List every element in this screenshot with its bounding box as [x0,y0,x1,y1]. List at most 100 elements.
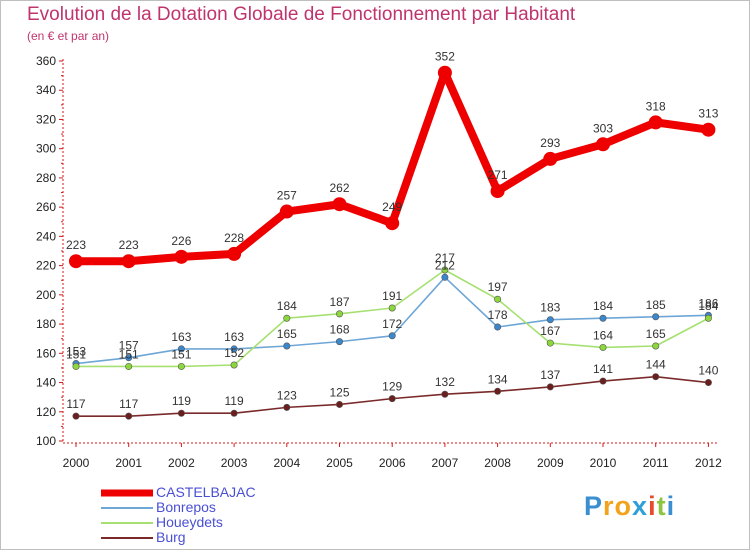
data-label-castelbajac: 262 [329,181,349,195]
y-tick-label: 200 [36,288,56,302]
data-point-burg [441,390,449,398]
logo-letter: t [656,491,667,521]
data-point-houeydets [441,266,449,274]
data-point-bonrepos [230,345,238,353]
data-point-castelbajac [543,151,558,166]
legend-label-castelbajac: CASTELBAJAC [156,484,256,500]
proxiti-logo: Proxiti [584,491,675,522]
data-label-houeydets: 151 [66,347,86,361]
data-point-houeydets [283,314,291,322]
data-label-bonrepos: 168 [329,323,349,337]
y-tick-label: 300 [36,142,56,156]
data-label-houeydets: 191 [382,289,402,303]
x-tick-label: 2010 [590,456,617,470]
data-point-bonrepos [652,313,660,321]
chart-title: Evolution de la Dotation Globale de Fonc… [27,4,576,25]
logo-letter: r [603,491,615,521]
data-point-houeydets [388,304,396,312]
data-point-houeydets [177,362,185,370]
data-label-castelbajac: 223 [66,238,86,252]
data-label-burg: 117 [66,397,85,411]
data-point-castelbajac [648,115,663,130]
x-tick-label: 2004 [273,456,300,470]
data-label-castelbajac: 318 [646,99,666,113]
x-tick-label: 2003 [221,456,248,470]
y-tick-label: 100 [36,434,56,448]
data-point-houeydets [72,362,80,370]
chart-subtitle: (en € et par an) [27,29,110,43]
x-tick-label: 2002 [168,456,195,470]
data-label-castelbajac: 249 [382,200,402,214]
data-point-bonrepos [388,332,396,340]
data-label-bonrepos: 178 [488,308,508,322]
data-point-castelbajac [385,216,400,231]
data-point-castelbajac [596,137,610,152]
data-point-bonrepos [125,354,133,362]
data-point-houeydets [652,342,660,350]
data-point-castelbajac [69,254,83,269]
data-label-bonrepos: 165 [277,327,297,341]
data-point-burg [335,400,343,408]
y-tick-label: 140 [36,376,56,390]
data-label-houeydets: 165 [646,327,666,341]
data-label-houeydets: 217 [435,251,455,265]
y-tick-label: 340 [36,83,56,97]
data-point-castelbajac [279,204,294,219]
legend-swatch-castelbajac [101,489,153,496]
logo-letter: i [666,491,676,521]
data-point-burg [704,379,712,387]
data-label-bonrepos: 183 [540,301,560,315]
data-label-houeydets: 164 [593,328,613,342]
data-label-burg: 123 [277,388,297,402]
data-point-castelbajac [490,184,505,199]
data-label-houeydets: 152 [224,346,244,360]
data-point-bonrepos [177,345,185,353]
y-tick-label: 220 [36,259,56,273]
data-point-burg [283,403,291,411]
data-point-bonrepos [494,323,502,331]
data-point-burg [230,409,238,417]
x-tick-label: 2007 [432,456,459,470]
data-label-bonrepos: 163 [171,330,191,344]
data-point-castelbajac [332,197,347,212]
y-tick-label: 360 [36,54,56,68]
data-label-houeydets: 184 [698,299,718,313]
legend-swatch-bonrepos [101,506,153,509]
data-point-houeydets [335,310,343,318]
data-point-burg [652,373,660,381]
data-label-houeydets: 187 [329,295,349,309]
x-tick-label: 2000 [63,456,90,470]
data-point-burg [177,409,185,417]
data-point-bonrepos [283,342,291,350]
data-point-burg [72,412,80,420]
data-label-bonrepos: 157 [119,339,139,353]
data-point-houeydets [546,339,554,347]
data-point-houeydets [125,362,133,370]
data-label-burg: 141 [593,362,613,376]
data-point-burg [388,395,396,403]
logo-letter: i [648,491,657,521]
x-tick-label: 2001 [115,456,142,470]
data-label-houeydets: 167 [540,324,560,338]
data-label-castelbajac: 303 [593,121,613,135]
y-tick-label: 160 [36,346,56,360]
data-label-burg: 119 [225,394,244,408]
data-label-bonrepos: 212 [435,258,455,272]
y-tick-label: 280 [36,171,56,185]
data-label-burg: 140 [698,364,718,378]
data-point-burg [125,412,133,420]
logo-letter: x [632,491,649,521]
x-tick-label: 2012 [695,456,722,470]
legend-swatch-burg [101,536,153,539]
data-point-castelbajac [227,246,242,261]
data-label-burg: 117 [119,397,138,411]
logo-letter: P [584,491,604,521]
x-tick-label: 2009 [537,456,564,470]
data-label-houeydets: 151 [119,347,139,361]
data-label-castelbajac: 226 [171,234,191,248]
data-point-houeydets [704,314,712,322]
data-label-houeydets: 184 [277,299,297,313]
legend-label-houeydets: Houeydets [156,514,223,530]
